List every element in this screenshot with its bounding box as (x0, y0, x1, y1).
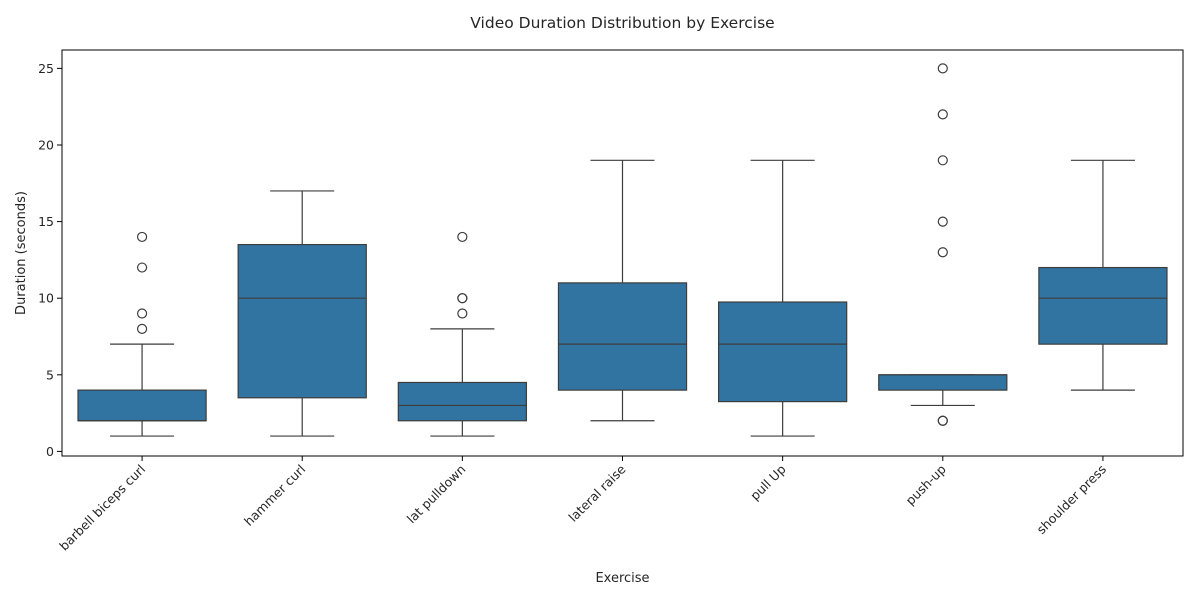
y-axis-title: Duration (seconds) (14, 191, 29, 315)
outlier-point (937, 247, 948, 258)
outlier-point (457, 308, 468, 319)
x-tick-label: pull Up (747, 461, 789, 503)
iqr-box (1038, 266, 1168, 345)
plot-area (61, 49, 1184, 457)
y-tick-label: 10 (38, 291, 54, 306)
x-axis-title: Exercise (595, 571, 649, 586)
iqr-box (878, 374, 1008, 391)
outlier-point (937, 109, 948, 120)
outlier-point (937, 216, 948, 227)
iqr-box (557, 282, 688, 391)
y-tick-label: 20 (38, 137, 54, 152)
y-tick-label: 5 (46, 367, 54, 382)
outlier-point (136, 262, 148, 273)
iqr-box (237, 243, 367, 399)
x-tick-label: shoulder press (1034, 462, 1109, 537)
box-group-0 (77, 231, 207, 437)
outlier-point (937, 155, 948, 166)
x-tick-label: lat pulldown (404, 462, 469, 527)
iqr-box (397, 381, 528, 422)
box-group-4 (717, 159, 848, 437)
iqr-box (717, 301, 848, 403)
y-tick-label: 25 (38, 61, 54, 76)
x-tick-label: lateral raise (565, 461, 628, 524)
x-tick-label: barbell biceps curl (56, 462, 148, 554)
box-group-2 (397, 231, 528, 437)
box-group-5 (878, 63, 1008, 426)
iqr-box (77, 389, 207, 422)
chart-title: Video Duration Distribution by Exercise (470, 14, 774, 32)
x-axis: barbell biceps curl hammer curl lat pulldo… (56, 456, 1109, 553)
outlier-point (937, 63, 948, 74)
box-group-6 (1038, 159, 1168, 391)
y-tick-label: 15 (38, 214, 54, 229)
y-tick-label: 0 (46, 444, 54, 459)
box-group-3 (557, 159, 688, 422)
x-tick-label: push-up (902, 461, 948, 507)
box-group-1 (237, 190, 367, 437)
outlier-point (457, 231, 468, 243)
outlier-point (457, 293, 468, 304)
y-axis: 0 5 10 15 20 25 (38, 61, 62, 459)
outlier-point (136, 308, 148, 319)
x-tick-label: hammer curl (241, 462, 308, 529)
outlier-point (937, 415, 948, 426)
outlier-point (136, 323, 148, 334)
outlier-point (136, 231, 148, 243)
